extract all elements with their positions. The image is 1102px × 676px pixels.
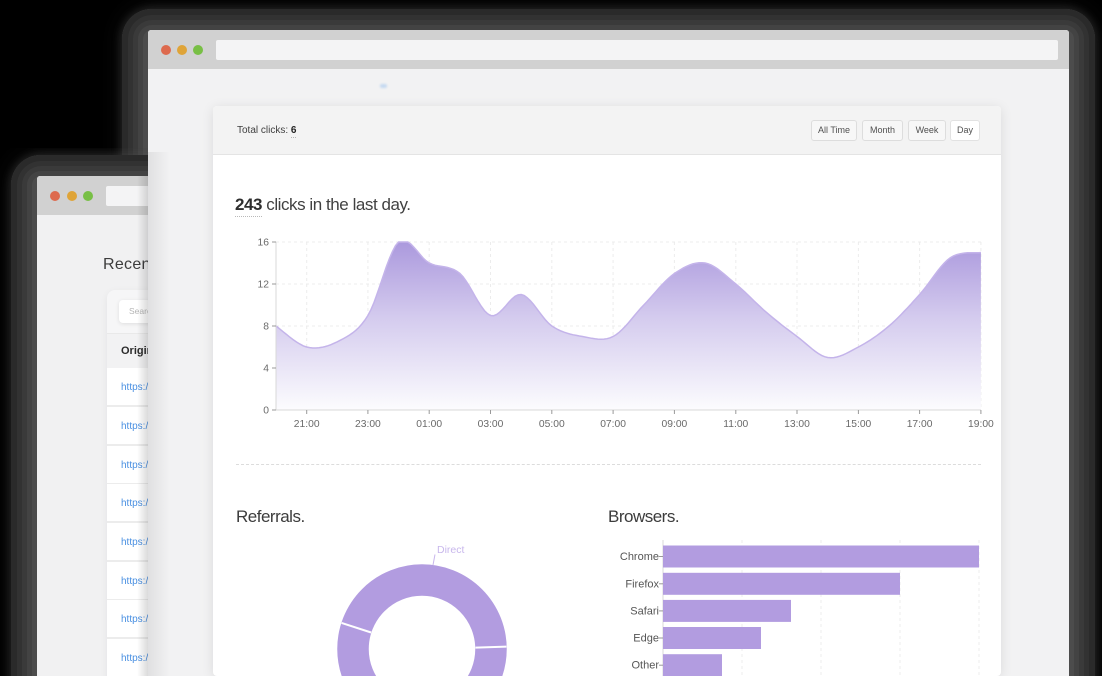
svg-text:Direct: Direct: [437, 544, 465, 556]
svg-text:13:00: 13:00: [784, 419, 810, 430]
svg-text:11:00: 11:00: [723, 419, 748, 430]
svg-text:Edge: Edge: [633, 633, 659, 645]
svg-text:17:00: 17:00: [907, 419, 933, 430]
svg-text:21:00: 21:00: [294, 419, 320, 430]
svg-text:Firefox: Firefox: [625, 578, 659, 590]
svg-text:16: 16: [258, 238, 270, 249]
svg-text:0: 0: [263, 406, 269, 417]
svg-text:Other: Other: [631, 660, 659, 672]
svg-text:12: 12: [258, 280, 270, 291]
svg-text:23:00: 23:00: [355, 419, 381, 430]
svg-text:09:00: 09:00: [662, 419, 688, 430]
svg-text:01:00: 01:00: [416, 419, 442, 430]
svg-text:4: 4: [263, 364, 269, 375]
svg-text:Safari: Safari: [630, 605, 659, 617]
svg-text:05:00: 05:00: [539, 419, 565, 430]
svg-text:8: 8: [263, 322, 269, 333]
svg-text:03:00: 03:00: [478, 419, 504, 430]
svg-text:Chrome: Chrome: [620, 551, 659, 563]
svg-text:15:00: 15:00: [846, 419, 872, 430]
svg-text:19:00: 19:00: [968, 419, 994, 430]
svg-text:07:00: 07:00: [600, 419, 626, 430]
